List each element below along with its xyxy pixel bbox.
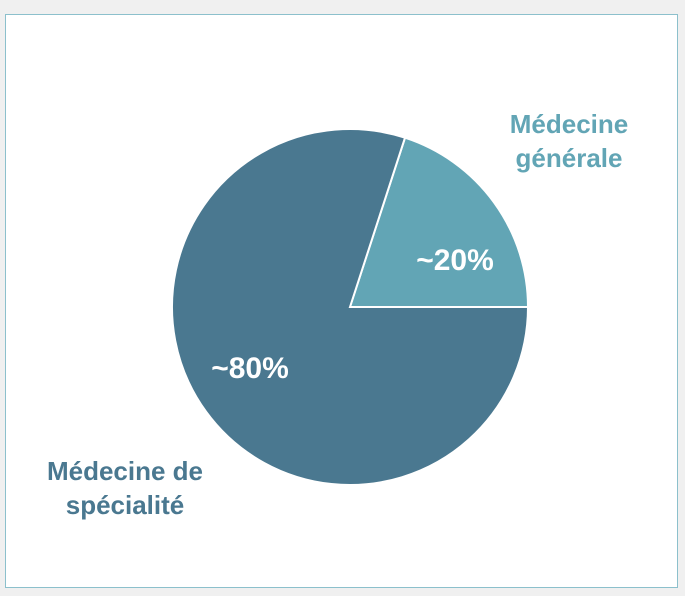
value-label: ~20%: [416, 244, 494, 277]
category-label: Médecine de spécialité: [46, 456, 204, 520]
pie-slice: [171, 128, 530, 486]
pie-slice: [348, 136, 530, 308]
value-label: ~80%: [211, 352, 289, 385]
category-label: Médecine générale: [509, 109, 629, 173]
